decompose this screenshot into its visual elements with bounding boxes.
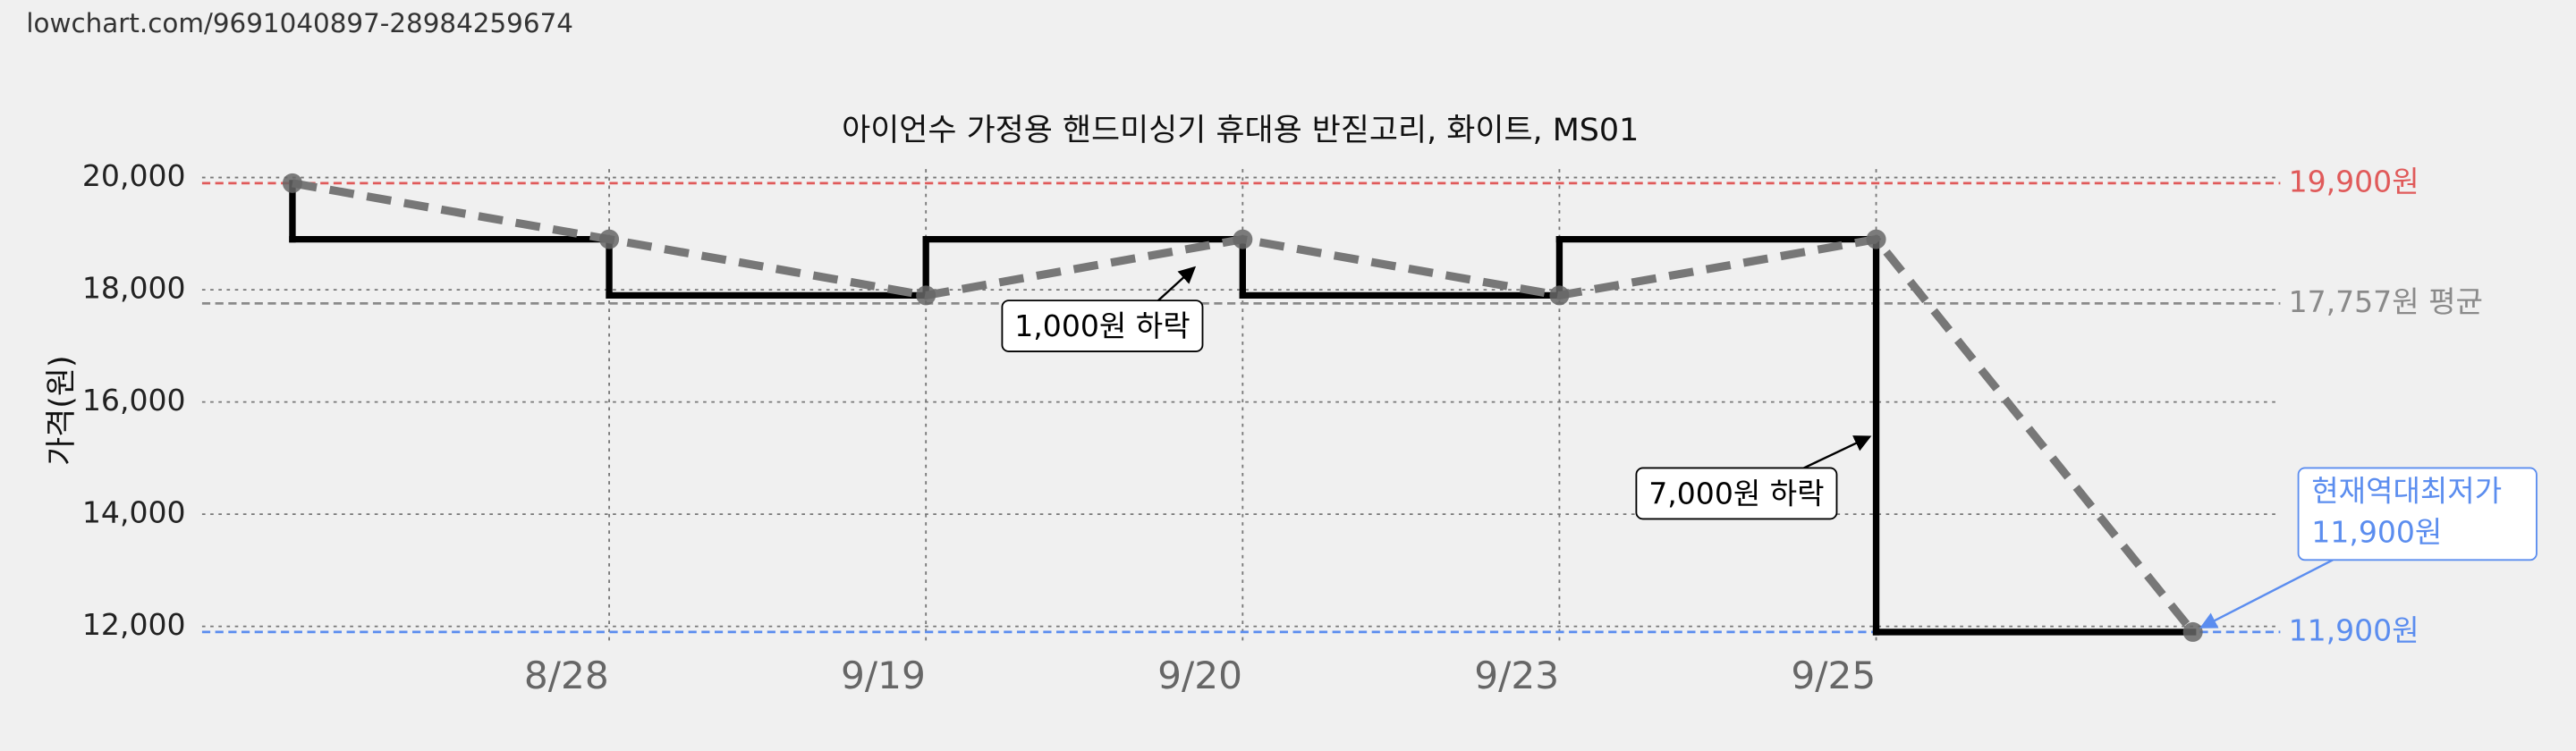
annotation-text: 1,000원 하락 [1014, 308, 1190, 343]
point [1866, 229, 1886, 249]
x-tick-label: 9/19 [841, 654, 926, 697]
annotation-text: 현재역대최저가 [2311, 474, 2502, 509]
y-tick-label: 18,000 [82, 271, 186, 306]
reference-label: 19,900원 [2289, 164, 2419, 198]
y-tick-label: 12,000 [82, 607, 186, 642]
annotation-box [2297, 467, 2538, 561]
point [1549, 285, 1570, 306]
reference-label: 17,757원 평균 [2289, 284, 2483, 319]
y-tick-label: 16,000 [82, 383, 186, 418]
x-tick-label: 9/25 [1791, 654, 1876, 697]
annotation-arrow [2199, 559, 2334, 629]
x-tick-label: 8/28 [524, 654, 609, 697]
annotation-box [1001, 300, 1204, 352]
reference-label: 11,900원 [2289, 612, 2419, 647]
y-tick-label: 20,000 [82, 158, 186, 193]
point [599, 229, 620, 249]
url: lowchart.com/9691040897-28984259674 [26, 8, 573, 38]
annotation-arrow [1157, 266, 1197, 302]
chart-title: 아이언수 가정용 핸드미싱기 휴대용 반짇고리, 화이트, MS01 [842, 113, 1639, 148]
point [916, 285, 936, 306]
x-tick-label: 9/20 [1157, 654, 1242, 697]
point [2182, 621, 2203, 642]
y-tick-label: 14,000 [82, 495, 186, 530]
annotation-text: 7,000원 하락 [1648, 476, 1824, 511]
x-tick-label: 9/23 [1474, 654, 1559, 697]
y-axis-label: 가격(원) [44, 355, 80, 465]
point [282, 173, 302, 193]
annotation-box [1635, 467, 1838, 520]
annotation-text: 11,900원 [2311, 514, 2442, 549]
annotation-arrow [1803, 435, 1872, 469]
point [1233, 229, 1253, 249]
